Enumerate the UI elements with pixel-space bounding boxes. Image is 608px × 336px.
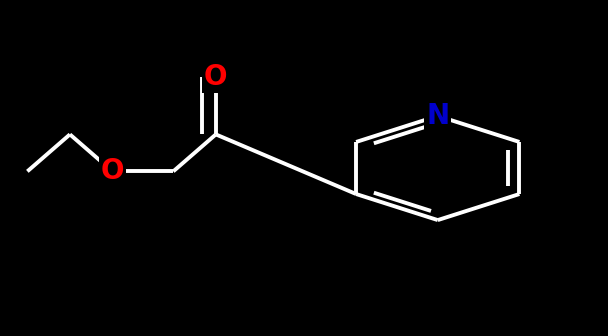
Text: O: O	[101, 157, 124, 185]
Text: O: O	[204, 63, 227, 91]
Text: N: N	[426, 102, 449, 130]
